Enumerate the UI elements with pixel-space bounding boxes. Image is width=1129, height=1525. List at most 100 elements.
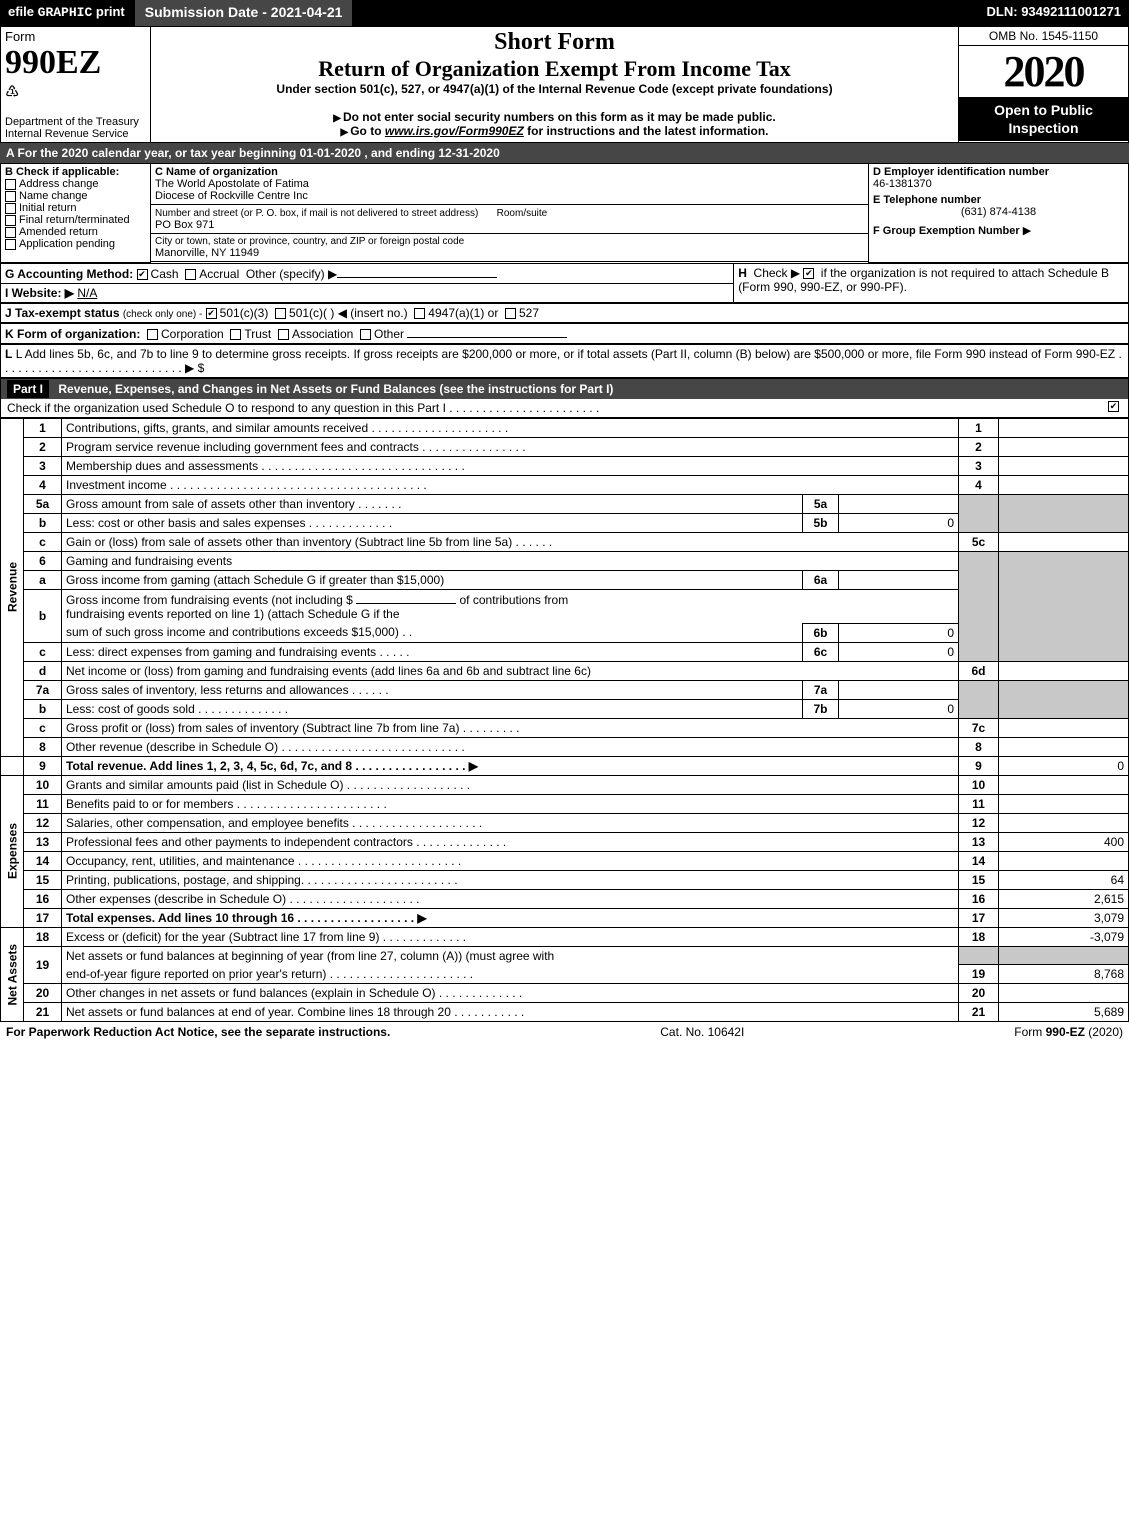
line-1-desc: Contributions, gifts, grants, and simila… [62, 418, 959, 437]
block-b: B Check if applicable: Address change Na… [1, 164, 151, 263]
part1-check-row: Check if the organization used Schedule … [1, 399, 1128, 417]
open-to-public: Open to Public Inspection [959, 97, 1128, 141]
line-21-rnum: 21 [959, 1003, 999, 1022]
line-5a-midval [839, 494, 959, 513]
line-6d-num: d [24, 661, 62, 680]
top-bar: efile GRAPHIC print Submission Date - 20… [0, 0, 1129, 26]
g-cash-checkbox[interactable] [137, 269, 148, 280]
d-ein-label: D Employer identification number [873, 166, 1124, 178]
line-5b-num: b [24, 513, 62, 532]
f-group-arrow: ▶ [1023, 225, 1031, 237]
line-13-desc: Professional fees and other payments to … [62, 832, 959, 851]
row-a-calendar-year: A For the 2020 calendar year, or tax yea… [0, 143, 1129, 163]
telephone-value: (631) 874-4138 [873, 206, 1124, 218]
h-check-text: Check ▶ [754, 266, 801, 280]
line-7c-num: c [24, 718, 62, 737]
c-city-cell: City or town, state or province, country… [151, 234, 869, 262]
k-corp: Corporation [161, 327, 224, 341]
g-cash: Cash [151, 267, 179, 281]
rev-bottom-spacer [1, 756, 24, 775]
b-address-change[interactable]: Address change [5, 178, 146, 190]
line-6b-midnum: 6b [803, 623, 839, 642]
b-opt-3: Final return/terminated [19, 214, 130, 226]
line-12-rnum: 12 [959, 813, 999, 832]
j-527-checkbox[interactable] [505, 308, 516, 319]
line-19-desc-a: Net assets or fund balances at beginning… [62, 946, 959, 965]
line-4-rnum: 4 [959, 475, 999, 494]
line-8-val [999, 737, 1129, 756]
k-trust-checkbox[interactable] [230, 329, 241, 340]
g-label: G Accounting Method: [5, 267, 133, 281]
line-14-desc: Occupancy, rent, utilities, and maintena… [62, 851, 959, 870]
line-3-val [999, 456, 1129, 475]
efile-prefix: efile [8, 4, 34, 19]
k-other-checkbox[interactable] [360, 329, 371, 340]
b-application-pending[interactable]: Application pending [5, 238, 146, 250]
h-checkbox[interactable] [803, 268, 814, 279]
g-other-blank[interactable] [337, 266, 497, 278]
line-19-rgrey [959, 946, 999, 965]
b-name-change[interactable]: Name change [5, 190, 146, 202]
b-opt-2: Initial return [19, 202, 76, 214]
c-street-cell: Number and street (or P. O. box, if mail… [151, 205, 869, 234]
b-final-return[interactable]: Final return/terminated [5, 214, 146, 226]
k-other: Other [374, 327, 404, 341]
org-name-line2: Diocese of Rockville Centre Inc [155, 190, 864, 202]
line-6b-amount-blank[interactable] [356, 592, 456, 604]
line-5c-num: c [24, 532, 62, 551]
no-ssn-line: Do not enter social security numbers on … [155, 110, 954, 124]
row-l: L L Add lines 5b, 6c, and 7b to line 9 t… [1, 344, 1129, 377]
goto-pre: Go to [350, 124, 385, 138]
line-4-num: 4 [24, 475, 62, 494]
k-other-blank[interactable] [407, 326, 567, 338]
line-10-rnum: 10 [959, 775, 999, 794]
line-6d-desc: Net income or (loss) from gaming and fun… [62, 661, 959, 680]
line-5a-desc: Gross amount from sale of assets other t… [62, 494, 803, 513]
b-opt-0: Address change [19, 178, 99, 190]
line-10-desc: Grants and similar amounts paid (list in… [62, 775, 959, 794]
part1-schedule-o-checkbox[interactable] [1108, 401, 1119, 412]
recycle-icon: ♳ [5, 82, 146, 102]
j-4947-checkbox[interactable] [414, 308, 425, 319]
line-1-rnum: 1 [959, 418, 999, 437]
line-18-desc: Excess or (deficit) for the year (Subtra… [62, 927, 959, 946]
line-11-rnum: 11 [959, 794, 999, 813]
line-15-desc: Printing, publications, postage, and shi… [62, 870, 959, 889]
graphic-label: GRAPHIC [38, 5, 93, 20]
b-amended-return[interactable]: Amended return [5, 226, 146, 238]
j-501c3-checkbox[interactable] [206, 308, 217, 319]
line-20-desc: Other changes in net assets or fund bala… [62, 984, 959, 1003]
row-h: H Check ▶ if the organization is not req… [734, 263, 1129, 302]
line-6c-desc: Less: direct expenses from gaming and fu… [62, 642, 803, 661]
line-13-rnum: 13 [959, 832, 999, 851]
line-6-rvalgrey [999, 551, 1129, 661]
k-assoc-checkbox[interactable] [278, 329, 289, 340]
title-return: Return of Organization Exempt From Incom… [155, 56, 954, 82]
line-6b-num: b [24, 589, 62, 642]
right-header-cell: OMB No. 1545-1150 2020 Open to Public In… [959, 27, 1129, 143]
line-12-val [999, 813, 1129, 832]
line-6a-midval [839, 570, 959, 589]
line-10-val [999, 775, 1129, 794]
k-corp-checkbox[interactable] [147, 329, 158, 340]
j-501c3: 501(c)(3) [220, 306, 269, 320]
g-h-table: G Accounting Method: Cash Accrual Other … [0, 263, 1129, 303]
part1-lines-table: Revenue 1 Contributions, gifts, grants, … [0, 418, 1129, 1023]
c-name-cell: C Name of organization The World Apostol… [151, 164, 869, 205]
j-501c-checkbox[interactable] [275, 308, 286, 319]
j-label: J Tax-exempt status [5, 306, 120, 320]
line-14-num: 14 [24, 851, 62, 870]
goto-link[interactable]: www.irs.gov/Form990EZ [385, 124, 524, 138]
row-j-table: J Tax-exempt status (check only one) - 5… [0, 303, 1129, 323]
line-6-rgrey [959, 551, 999, 661]
block-d: D Employer identification number 46-1381… [869, 164, 1129, 263]
b-initial-return[interactable]: Initial return [5, 202, 146, 214]
efile-label: efile GRAPHIC print [0, 0, 133, 26]
line-5ab-rgrey [959, 494, 999, 532]
line-6-desc: Gaming and fundraising events [62, 551, 959, 570]
line-6c-num: c [24, 642, 62, 661]
line-5ab-rvalgrey [999, 494, 1129, 532]
g-accrual-checkbox[interactable] [185, 269, 196, 280]
revenue-vlabel: Revenue [1, 418, 24, 756]
form-id-cell: Form 990EZ ♳ Department of the Treasury … [1, 27, 151, 143]
